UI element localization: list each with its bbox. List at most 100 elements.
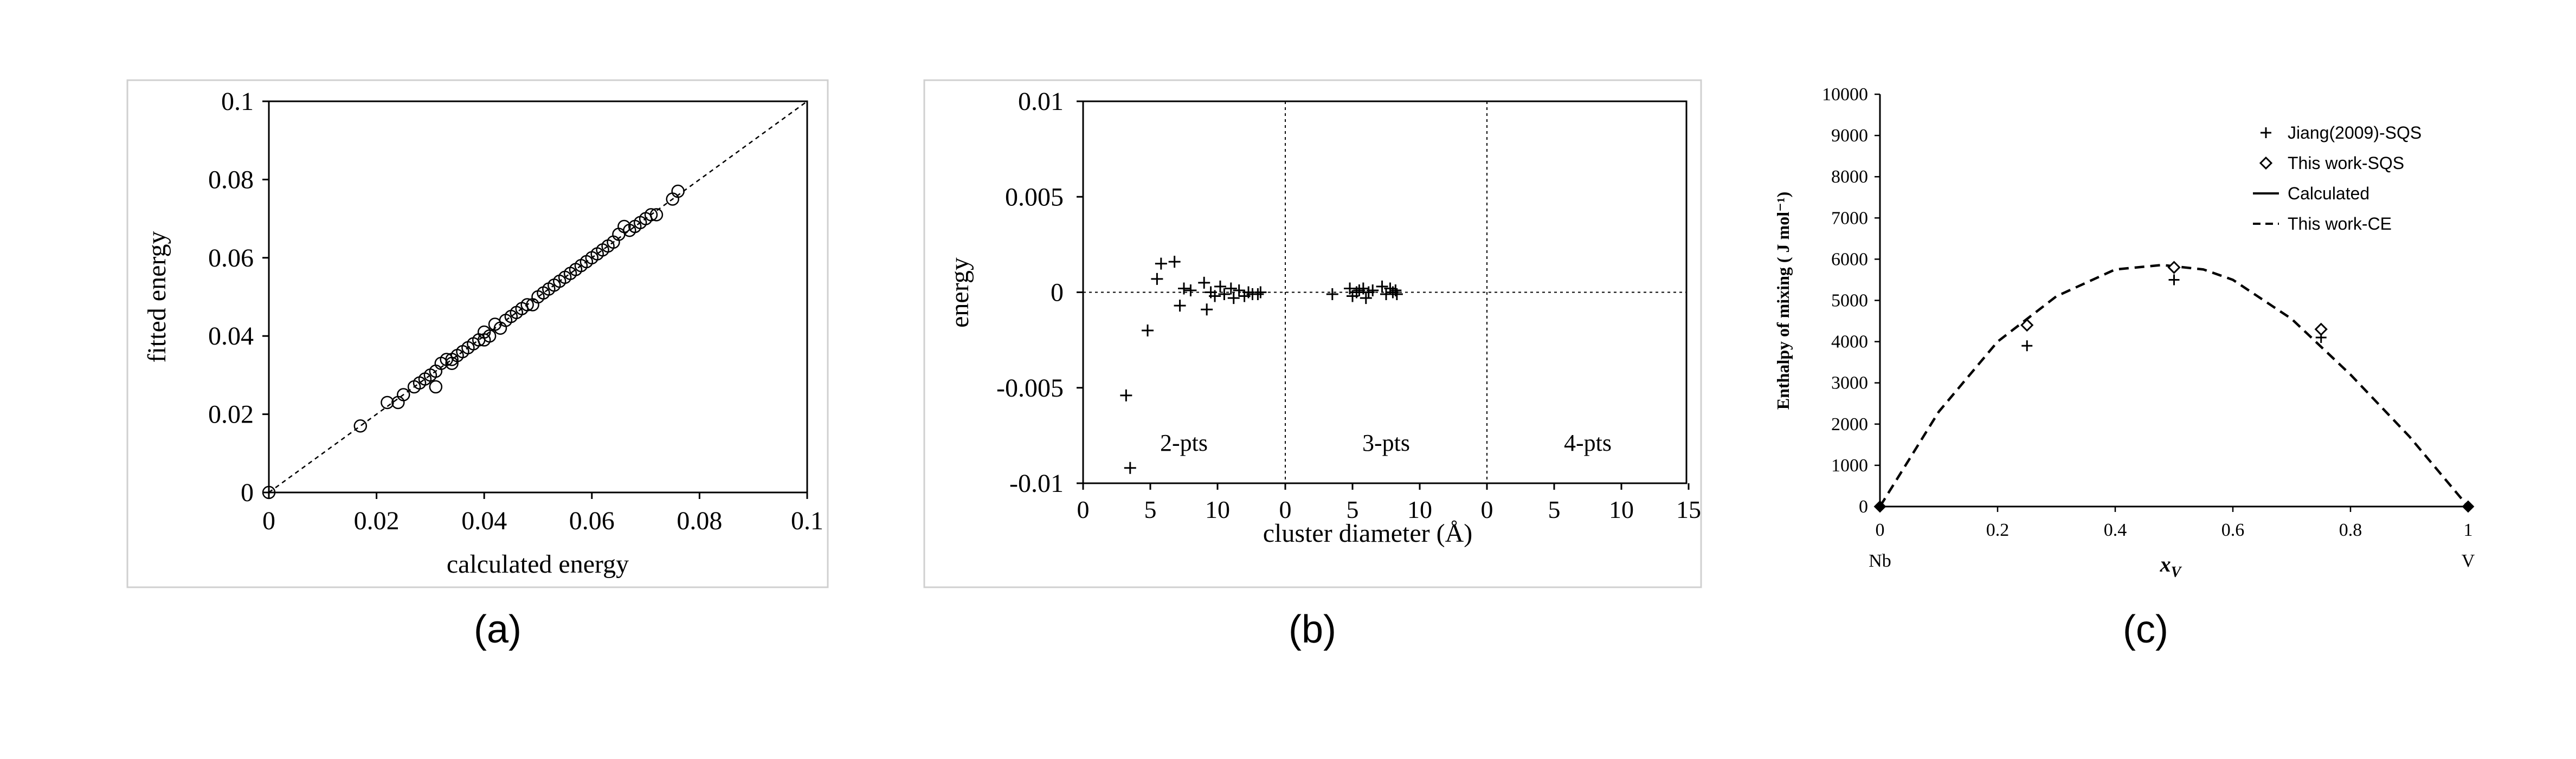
y-tick-label: 2000 (1831, 414, 1868, 434)
reference-line-y-equals-x (268, 100, 808, 494)
data-point (1124, 462, 1136, 474)
data-point (1120, 389, 1132, 401)
y-tick-label: 0.08 (208, 165, 254, 194)
panel-b-ticks: 0 5 10 0 5 10 0 5 10 15 0.01 0.005 0 -0.005 -0.01 (996, 87, 1701, 523)
data-point (1184, 284, 1197, 296)
data-point (1233, 284, 1245, 296)
panel-b-grid (1083, 101, 1686, 483)
data-point (1209, 290, 1221, 302)
endpoint-marker (1873, 500, 1886, 513)
data-point (1390, 288, 1403, 301)
x-tick-label: 0 (1876, 520, 1885, 540)
y-tick-label: -0.01 (1009, 469, 1064, 498)
data-point (1367, 284, 1379, 296)
panel-b-frame (923, 79, 1702, 588)
panel-c-caption: (c) (2123, 608, 2168, 651)
panel-b-points (1120, 256, 1403, 474)
x-tick-label: 0.8 (2339, 520, 2362, 540)
x-tick-label: 5 (1144, 496, 1157, 523)
panel-a-caption: (a) (474, 608, 521, 651)
data-point (1155, 257, 1167, 270)
panel-c-ticks: 0 0.2 0.4 0.6 0.8 1 0 1000 2000 3000 4000 5000 6000 7… (1822, 85, 2473, 540)
panel-c-xlabel-main: x (2160, 552, 2171, 576)
panel-a-reference-line (268, 100, 808, 494)
panel-a-points (262, 184, 685, 499)
x-tick-label: 0 (1279, 496, 1292, 523)
panel-c-legend: Jiang(2009)-SQS This work-SQS Calculated Th… (2253, 123, 2422, 233)
point-this-work-sqs (2314, 322, 2328, 336)
y-tick-label: 0.06 (208, 244, 254, 273)
data-point (1227, 292, 1240, 304)
legend-label: Calculated (2288, 184, 2369, 203)
x-tick-label: 5 (1347, 496, 1359, 523)
panel-b-region-labels: 2-pts 3-pts 4-pts (1160, 430, 1612, 456)
data-point (1151, 273, 1163, 285)
y-tick-label: 0.02 (208, 400, 254, 429)
panel-b-ylabel: energy (945, 257, 974, 328)
data-point (1174, 300, 1186, 312)
data-point (262, 485, 276, 499)
data-point (1252, 288, 1264, 301)
y-tick-label: 0 (1051, 278, 1064, 307)
data-point (381, 395, 394, 410)
region-label: 2-pts (1160, 430, 1208, 456)
x-tick-label: 0.02 (354, 507, 400, 535)
y-tick-label: -0.005 (996, 374, 1064, 403)
panel-c-right-end-label: V (2462, 551, 2475, 571)
series-line-this-work-ce (1879, 263, 2469, 508)
point-this-work-sqs (2167, 261, 2181, 274)
x-tick-label: 10 (1205, 496, 1230, 523)
y-tick-label: 0 (1859, 497, 1868, 517)
data-point (1218, 288, 1231, 301)
y-tick-label: 0.1 (221, 87, 254, 116)
y-tick-label: 10000 (1822, 85, 1868, 105)
x-tick-label: 0.04 (461, 507, 507, 535)
panel-c-xlabel: xV (2160, 552, 2182, 581)
panel-a-ticks: 0 0.02 0.04 0.06 0.08 0.1 0 0.02 0.04 0.06 0.08 0.1 (208, 87, 823, 535)
data-point (1360, 292, 1372, 304)
y-tick-label: 1000 (1831, 456, 1868, 476)
x-tick-label: 0.1 (791, 507, 823, 535)
data-point (1142, 325, 1154, 336)
panel-c-left-end-label: Nb (1869, 551, 1891, 571)
y-tick-label: 3000 (1831, 373, 1868, 393)
y-tick-label: 4000 (1831, 332, 1868, 352)
legend-marker-plus (2261, 127, 2271, 138)
point-jiang-sqs (2021, 340, 2033, 352)
x-tick-label: 0.08 (677, 507, 722, 535)
x-tick-label: 0.2 (1986, 520, 2010, 540)
point-this-work-sqs (2020, 319, 2034, 332)
data-point (397, 388, 410, 401)
data-point (1376, 280, 1388, 293)
panel-a-ylabel: fitted energy (143, 231, 171, 362)
data-point (1214, 280, 1226, 293)
y-tick-label: 0.01 (1018, 87, 1064, 116)
x-tick-label: 0.6 (2221, 520, 2245, 540)
legend-label: Jiang(2009)-SQS (2288, 123, 2422, 142)
x-tick-label: 0.06 (569, 507, 615, 535)
x-tick-label: 10 (1407, 496, 1432, 523)
region-label: 3-pts (1362, 430, 1410, 456)
data-point (1350, 286, 1363, 299)
y-tick-label: 6000 (1831, 249, 1868, 269)
panel-a-plot-area (268, 100, 808, 494)
y-tick-label: 0.005 (1005, 183, 1064, 211)
region-label: 4-pts (1564, 430, 1612, 456)
y-tick-label: 9000 (1831, 126, 1868, 146)
x-tick-label: 1 (2464, 520, 2473, 540)
panel-c: 0 0.2 0.4 0.6 0.8 1 0 1000 2000 3000 4000 5000 6000 7… (1773, 85, 2475, 651)
x-tick-label: 15 (1676, 496, 1701, 523)
panel-c-ce-curve (1879, 263, 2469, 508)
x-tick-label: 10 (1609, 496, 1634, 523)
legend-label: This work-CE (2288, 214, 2392, 233)
point-jiang-sqs (2168, 274, 2180, 286)
y-tick-label: 7000 (1831, 208, 1868, 228)
panel-a: 0 0.02 0.04 0.06 0.08 0.1 0 0.02 0.04 0.06 0.08 0.1… (126, 79, 829, 651)
x-tick-label: 0 (1077, 496, 1090, 523)
panel-b: 0 5 10 0 5 10 0 5 10 15 0.01 0.005 0 -0.005 -0.01 2-pt… (923, 79, 1702, 651)
panel-c-ylabel: Enthalpy of mixing ( J mol⁻¹) (1773, 192, 1793, 410)
panel-b-caption: (b) (1289, 608, 1336, 651)
x-tick-label: 0 (1481, 496, 1493, 523)
panel-b-xlabel: cluster diameter (Å) (1263, 519, 1472, 548)
